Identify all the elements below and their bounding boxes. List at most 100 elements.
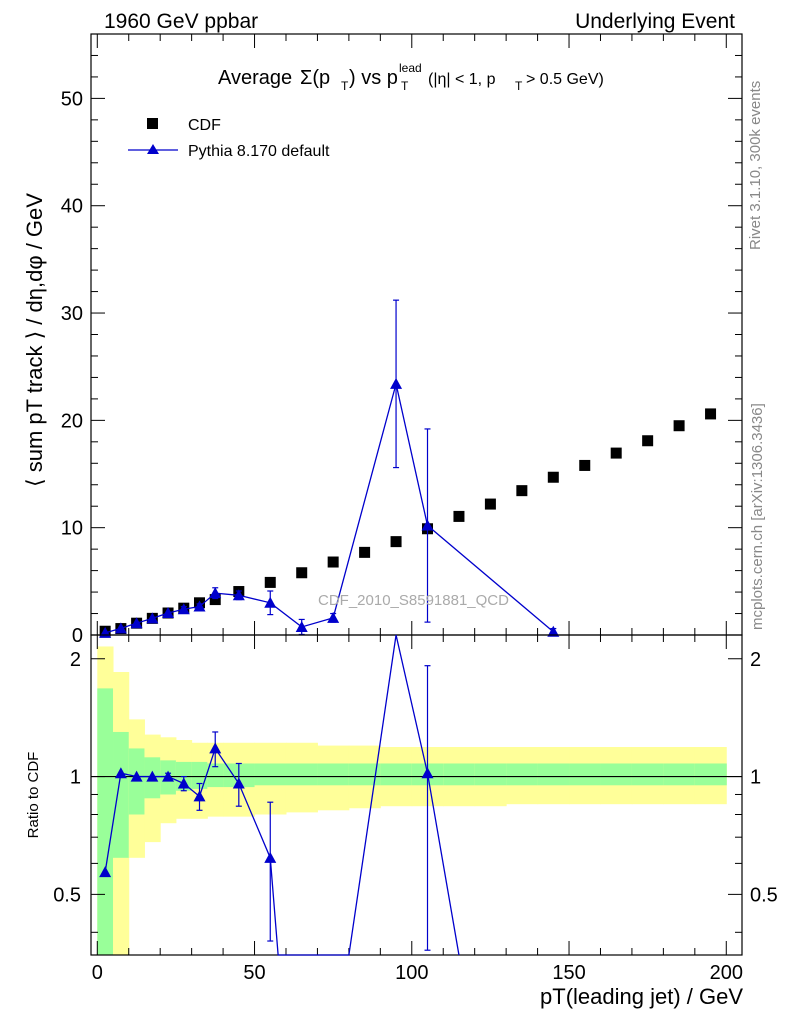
ratio-ylabel: Ratio to CDF xyxy=(25,752,42,839)
pythia-point xyxy=(177,603,190,615)
title-part-sigma: Σ(p xyxy=(300,67,330,89)
ratio-point xyxy=(114,767,127,779)
ratio-point xyxy=(146,770,159,782)
ratio-point xyxy=(99,866,112,878)
title-part-t3: T xyxy=(515,79,523,93)
ratio-y-tick-label: 2 xyxy=(70,649,81,671)
title-part-vs: ) vs p xyxy=(349,67,398,89)
band-inner-bin xyxy=(317,763,350,786)
y-tick-label: 10 xyxy=(61,518,83,540)
band-inner-bin xyxy=(380,763,413,786)
band-inner-bin xyxy=(631,763,664,786)
pythia-point xyxy=(193,600,206,612)
legend-cdf-label: CDF xyxy=(188,117,221,134)
ratio-panel-data xyxy=(99,634,460,956)
x-tick-label: 200 xyxy=(710,962,743,984)
legend: CDF Pythia 8.170 default xyxy=(128,117,330,160)
band-inner-bin xyxy=(537,763,570,786)
pythia-point xyxy=(232,589,245,601)
x-tick-label: 50 xyxy=(243,962,265,984)
pythia-point xyxy=(295,620,308,632)
band-inner-bin xyxy=(506,763,539,786)
cdf-point xyxy=(359,546,371,558)
legend-pythia-marker xyxy=(147,144,159,154)
y-tick-label: 50 xyxy=(61,88,83,110)
band-inner-bin xyxy=(569,763,601,786)
band-inner-bin xyxy=(348,763,381,786)
main-panel-data xyxy=(99,299,717,638)
band-inner-bin xyxy=(254,763,287,786)
legend-cdf-marker xyxy=(147,118,158,129)
y-tick-label: 30 xyxy=(61,303,83,325)
title-part-cuts: (|η| < 1, p xyxy=(428,71,496,88)
cdf-point xyxy=(390,536,402,548)
ratio-point xyxy=(232,777,245,789)
pythia-point xyxy=(130,617,143,629)
cdf-point xyxy=(547,471,559,483)
y-tick-label: 0 xyxy=(72,625,83,647)
x-tick-label: 150 xyxy=(552,962,585,984)
cdf-point xyxy=(264,576,276,588)
band-inner-bin xyxy=(207,763,224,788)
ratio-point xyxy=(193,790,206,802)
legend-pythia-label: Pythia 8.170 default xyxy=(188,143,330,160)
main-ylabel: ⟨ sum pT track ⟩ / dη,dφ / GeV xyxy=(22,193,47,487)
cdf-point xyxy=(673,420,685,432)
ratio-point xyxy=(177,777,190,789)
ratio-point xyxy=(264,851,277,863)
xlabel: pT(leading jet) / GeV xyxy=(540,984,743,1009)
mcplots-label: mcplots.cern.ch [arXiv:1306.3436] xyxy=(749,403,766,630)
title-part-average: Average xyxy=(218,67,292,89)
pythia-point xyxy=(421,519,434,531)
title-part-cuts2: > 0.5 GeV) xyxy=(526,71,604,88)
ratio-point xyxy=(130,770,143,782)
ratio-y-tick-label: 1 xyxy=(70,767,81,789)
ratio-y-tick-label: 0.5 xyxy=(53,884,81,906)
ratio-y-tick-label-right: 2 xyxy=(750,649,761,671)
main-panel-axes: 0 10 20 30 40 50 xyxy=(61,33,743,647)
ratio-point xyxy=(421,767,434,779)
cdf-point xyxy=(579,459,591,471)
y-tick-label: 40 xyxy=(61,196,83,218)
band-inner-bin xyxy=(113,731,130,858)
pythia-point xyxy=(162,606,175,618)
band-inner-bin xyxy=(474,763,507,786)
pythia-point xyxy=(327,611,340,623)
cdf-point xyxy=(705,408,717,420)
ratio-bands xyxy=(91,646,742,955)
header-right: Underlying Event xyxy=(575,10,735,33)
pythia-point xyxy=(547,625,560,637)
pythia-point xyxy=(146,612,159,624)
pythia-point xyxy=(390,377,403,389)
main-title: Average Σ(p T ) vs p T lead (|η| < 1, p … xyxy=(218,61,604,93)
watermark: CDF_2010_S8591881_QCD xyxy=(318,592,509,609)
cdf-point xyxy=(327,556,339,568)
ratio-point xyxy=(162,770,175,782)
band-inner-bin xyxy=(694,763,727,786)
main-ylabel-text: ⟨ sum pT track ⟩ / dη,dφ / GeV xyxy=(22,193,47,487)
panel-frame xyxy=(90,634,743,956)
band-inner-bin xyxy=(97,688,114,955)
ratio-y-tick-label-right: 0.5 xyxy=(750,884,778,906)
pythia-point xyxy=(209,587,222,599)
title-part-lead: lead xyxy=(399,61,422,75)
x-tick-label: 0 xyxy=(92,962,103,984)
band-inner-bin xyxy=(443,763,476,786)
ratio-point xyxy=(209,742,222,754)
cdf-point xyxy=(453,510,465,522)
title-part-t2: T xyxy=(401,79,409,93)
cdf-point xyxy=(516,485,528,497)
pythia-point xyxy=(114,622,127,634)
pythia-point xyxy=(264,596,277,608)
rivet-label: Rivet 3.1.10, 300k events xyxy=(747,81,764,250)
band-inner-bin xyxy=(285,763,318,786)
ratio-y-tick-label-right: 1 xyxy=(750,767,761,789)
cdf-point xyxy=(610,447,622,459)
title-part-t1: T xyxy=(341,79,349,93)
ratio-panel-axes: 0 50 100 150 200 0.5 0.5 1 1 2 2 xyxy=(53,634,778,984)
band-inner-bin xyxy=(600,763,633,786)
y-tick-label: 20 xyxy=(61,410,83,432)
cdf-point xyxy=(209,594,221,606)
band-inner-bin xyxy=(663,763,696,786)
